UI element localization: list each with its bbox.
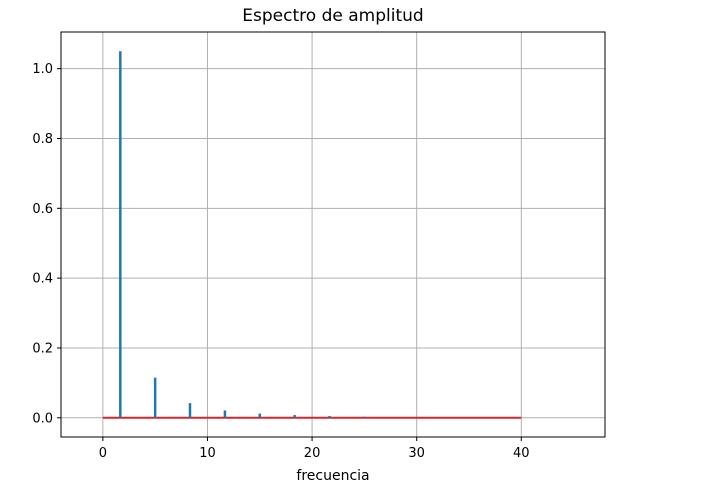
x-tick-label: 0 — [99, 446, 107, 461]
x-tick-label: 10 — [199, 446, 216, 461]
grid-lines — [61, 32, 605, 437]
x-tick-label: 40 — [513, 446, 530, 461]
y-tick-label: 0.2 — [32, 341, 53, 356]
y-tick-label: 0.0 — [32, 411, 53, 426]
y-tick-label: 0.4 — [32, 272, 53, 287]
x-tick-label: 20 — [304, 446, 321, 461]
plot-area-frame — [60, 31, 606, 438]
x-tick-label: 30 — [408, 446, 425, 461]
stem-layer — [119, 51, 366, 418]
x-axis-title: frecuencia — [296, 468, 369, 484]
y-tick-label: 1.0 — [32, 62, 53, 77]
y-tick-label: 0.8 — [32, 132, 53, 147]
y-axis-ticks: 0.0 0.2 0.4 0.6 0.8 1.0 — [32, 62, 61, 426]
chart-title: Espectro de amplitud — [242, 6, 423, 26]
y-tick-label: 0.6 — [32, 202, 53, 217]
x-axis-ticks: 0 10 20 30 40 — [99, 437, 530, 461]
